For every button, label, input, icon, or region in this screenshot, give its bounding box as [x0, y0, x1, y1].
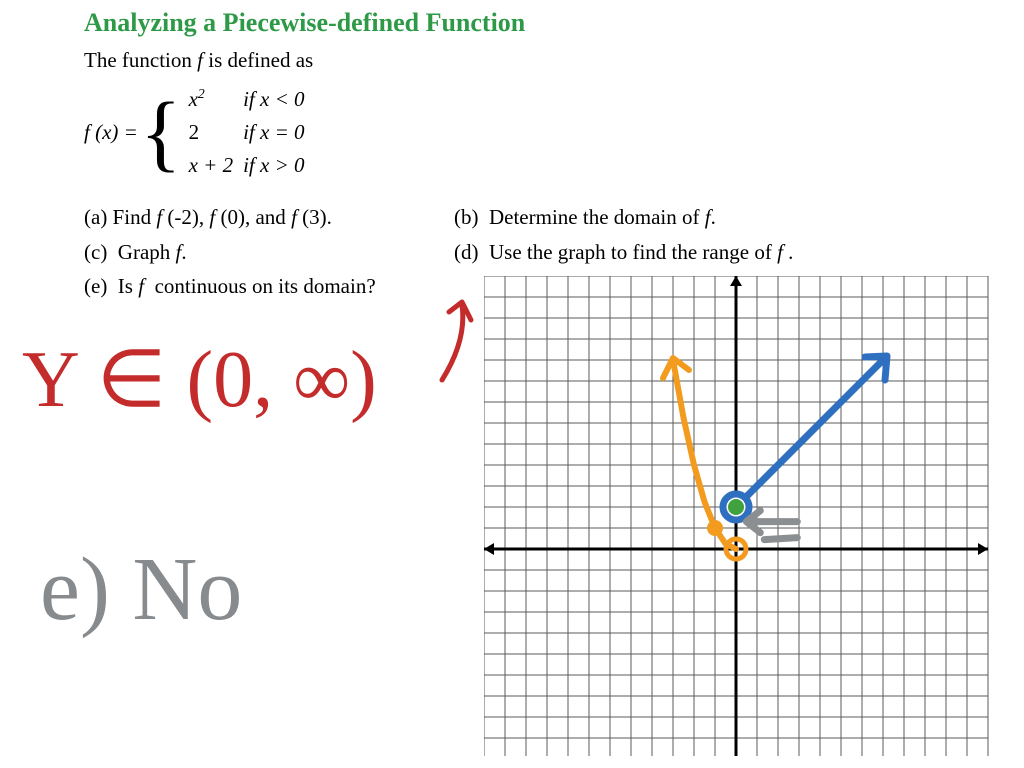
question-a: (a) Find f (-2), f (0), and f (3). — [84, 200, 454, 235]
page-title: Analyzing a Piecewise-defined Function — [84, 8, 525, 38]
piecewise-table: x2 if x < 0 2 if x = 0 x + 2 if x > 0 — [189, 82, 315, 182]
table-row: x + 2 if x > 0 — [189, 149, 315, 182]
piece-expr: x2 — [189, 82, 244, 116]
table-row: 2 if x = 0 — [189, 116, 315, 149]
piece-cond: if x > 0 — [243, 149, 314, 182]
brace-icon: { — [140, 89, 181, 175]
piecewise-definition: f (x) = { x2 if x < 0 2 if x = 0 x + 2 i… — [84, 82, 315, 182]
intro-prefix: The function — [84, 48, 197, 72]
graph — [484, 276, 994, 756]
graph-svg — [484, 276, 994, 756]
question-d: (d) Use the graph to find the range of f… — [454, 235, 934, 270]
table-row: x2 if x < 0 — [189, 82, 315, 116]
question-b: (b) Determine the domain of f. — [454, 200, 934, 235]
piece-expr: 2 — [189, 116, 244, 149]
handwriting-gray: e) No — [40, 545, 242, 635]
piece-cond: if x = 0 — [243, 116, 314, 149]
intro-text: The function f is defined as — [84, 48, 313, 73]
handwriting-red: Y ∈ (0, ∞) — [22, 340, 377, 420]
piece-cond: if x < 0 — [243, 82, 314, 116]
piece-expr: x + 2 — [189, 149, 244, 182]
question-c: (c) Graph f. — [84, 235, 454, 270]
fx-label: f (x) = — [84, 120, 138, 145]
intro-suffix: is defined as — [203, 48, 313, 72]
